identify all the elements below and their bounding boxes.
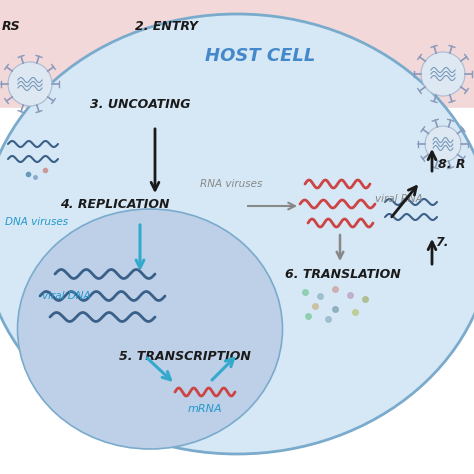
Text: HOST CELL: HOST CELL	[205, 47, 315, 65]
Text: 4. REPLICATION: 4. REPLICATION	[60, 198, 170, 210]
Text: 8. R: 8. R	[438, 157, 465, 171]
Text: RNA viruses: RNA viruses	[200, 179, 263, 189]
Text: 5. TRANSCRIPTION: 5. TRANSCRIPTION	[119, 349, 251, 363]
Text: viral RNA: viral RNA	[375, 194, 423, 204]
Text: 7.: 7.	[435, 236, 448, 248]
Text: RS: RS	[2, 19, 21, 33]
Ellipse shape	[0, 14, 474, 454]
Text: 2. ENTRY: 2. ENTRY	[135, 19, 198, 33]
Text: 6. TRANSLATION: 6. TRANSLATION	[285, 267, 401, 281]
Text: mRNA: mRNA	[188, 404, 222, 414]
Circle shape	[8, 62, 52, 106]
Text: viral DNA: viral DNA	[42, 291, 91, 301]
Text: DNA viruses: DNA viruses	[5, 217, 68, 227]
Circle shape	[425, 126, 461, 162]
Circle shape	[421, 52, 465, 96]
Text: 3. UNCOATING: 3. UNCOATING	[90, 98, 191, 110]
Bar	[0, 0, 474, 108]
Ellipse shape	[18, 209, 283, 449]
Bar	[0, 108, 474, 474]
